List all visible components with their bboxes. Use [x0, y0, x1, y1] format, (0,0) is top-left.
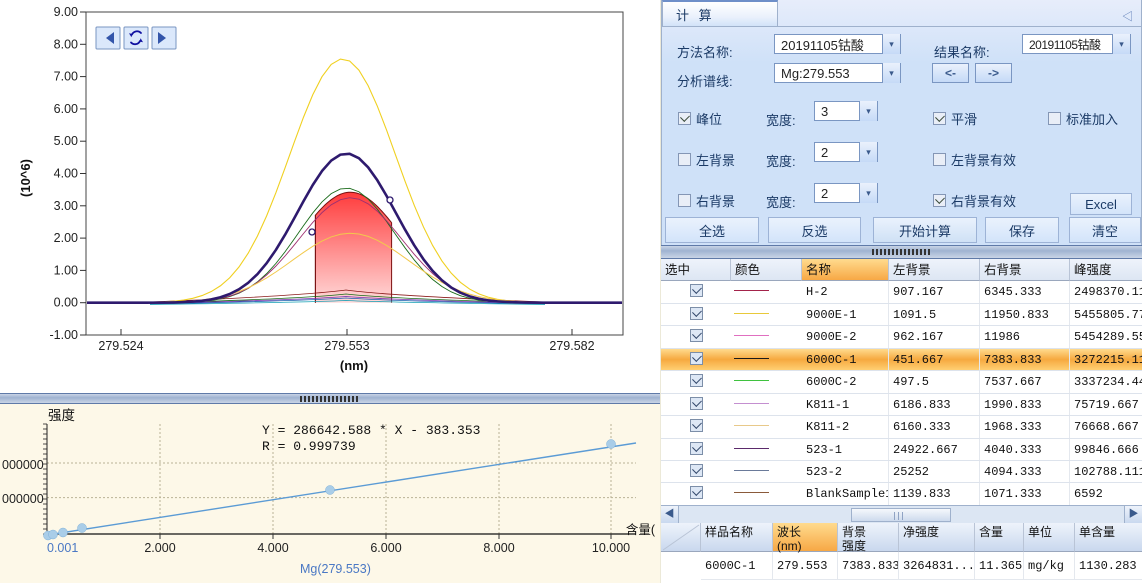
svg-text:4.00: 4.00 [54, 167, 78, 181]
svg-text:R = 0.999739: R = 0.999739 [262, 439, 356, 454]
svg-text:含量(: 含量( [626, 522, 656, 537]
svg-text:-1.00: -1.00 [50, 328, 79, 342]
svg-text:4.000: 4.000 [257, 541, 288, 555]
svg-text:2.000: 2.000 [144, 541, 175, 555]
svg-text:8.000: 8.000 [483, 541, 514, 555]
svg-text:9.00: 9.00 [54, 5, 78, 19]
svg-text:Mg(279.553): Mg(279.553) [300, 562, 371, 576]
svg-text:0.00: 0.00 [54, 296, 78, 310]
svg-text:8.00: 8.00 [54, 37, 78, 51]
svg-text:5.00: 5.00 [54, 134, 78, 148]
svg-text:6.00: 6.00 [54, 102, 78, 116]
svg-text:279.582: 279.582 [549, 339, 594, 353]
svg-text:2.00: 2.00 [54, 231, 78, 245]
svg-text:强度: 强度 [48, 408, 75, 423]
svg-text:000000: 000000 [2, 492, 44, 506]
svg-text:7.00: 7.00 [54, 70, 78, 84]
svg-text:(10^6): (10^6) [18, 159, 33, 197]
svg-text:6.000: 6.000 [370, 541, 401, 555]
svg-text:279.524: 279.524 [98, 339, 143, 353]
svg-text:(nm): (nm) [340, 358, 368, 373]
svg-text:10.000: 10.000 [592, 541, 630, 555]
svg-text:279.553: 279.553 [324, 339, 369, 353]
svg-text:0.001: 0.001 [47, 541, 78, 555]
svg-text:Y = 286642.588 * X - 383.353: Y = 286642.588 * X - 383.353 [262, 423, 480, 438]
svg-text:1.00: 1.00 [54, 263, 78, 277]
svg-text:000000: 000000 [2, 458, 44, 472]
svg-text:3.00: 3.00 [54, 199, 78, 213]
